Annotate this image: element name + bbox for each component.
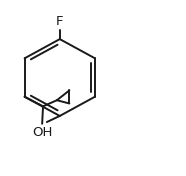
Text: F: F — [56, 15, 64, 28]
Text: OH: OH — [32, 126, 52, 139]
